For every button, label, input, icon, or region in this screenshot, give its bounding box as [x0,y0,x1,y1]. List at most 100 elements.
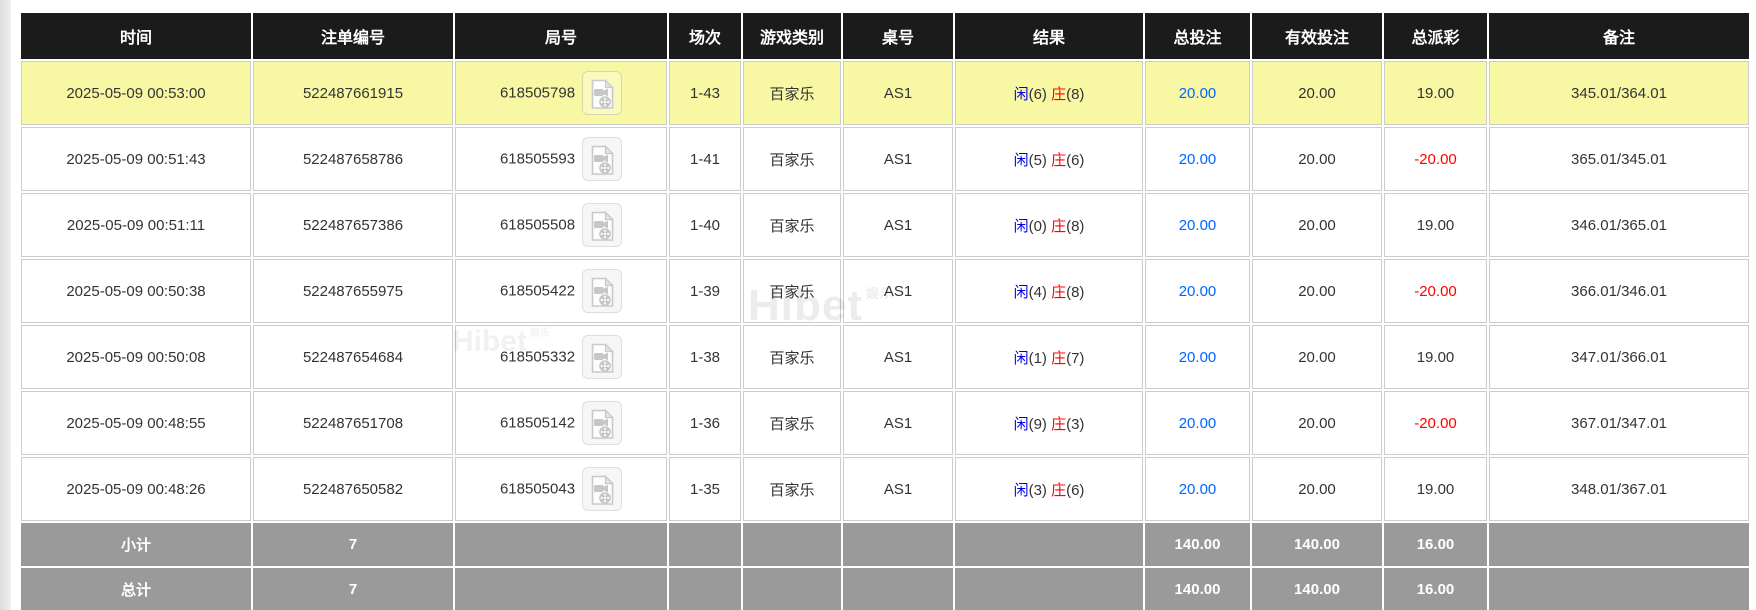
cell-round: 618505142 [455,391,667,455]
footer-payout: 16.00 [1384,568,1487,610]
cell-valid-bet: 20.00 [1252,61,1382,125]
cell-total-bet: 20.00 [1145,391,1250,455]
table-row: 2025-05-09 00:50:08 522487654684 618505332… [21,325,1749,389]
cell-game-type: 百家乐 [743,259,841,323]
footer-empty [955,523,1143,566]
cell-bet-id: 522487654684 [253,325,453,389]
cell-payout: -20.00 [1384,259,1487,323]
video-file-icon [591,474,614,505]
video-replay-button[interactable] [582,335,623,379]
cell-table-no: AS1 [843,127,953,191]
footer-empty [669,568,741,610]
cell-game-type: 百家乐 [743,193,841,257]
total-bet-link[interactable]: 20.00 [1178,348,1217,366]
cell-result: 闲(6) 庄(8) [955,61,1143,125]
cell-payout: -20.00 [1384,127,1487,191]
cell-time: 2025-05-09 00:48:26 [21,457,251,521]
cell-result: 闲(4) 庄(8) [955,259,1143,323]
cell-remark: 365.01/345.01 [1489,127,1749,191]
footer-label: 小计 [21,523,251,566]
result-player-label: 闲 [1013,481,1029,499]
cell-remark: 347.01/366.01 [1489,325,1749,389]
total-bet-link[interactable]: 20.00 [1178,150,1217,168]
cell-remark: 366.01/346.01 [1489,259,1749,323]
total-bet-link[interactable]: 20.00 [1178,480,1217,498]
result-banker-label: 庄 [1051,481,1067,499]
total-bet-link[interactable]: 20.00 [1178,282,1217,300]
cell-payout: 19.00 [1384,325,1487,389]
cell-game-type: 百家乐 [743,127,841,191]
video-replay-button[interactable] [582,269,623,313]
table-row: 2025-05-09 00:48:26 522487650582 618505043… [21,457,1749,521]
video-file-icon [591,408,614,439]
table-header-row: 时间 注单编号 局号 场次 游戏类别 桌号 结果 总投注 有效投注 总派彩 备注 [21,13,1749,59]
round-number: 618505332 [499,348,576,366]
result-player-label: 闲 [1013,217,1029,235]
video-replay-button[interactable] [582,137,623,181]
grand-total-row: 总计 7 140.00 140.00 16.00 [21,568,1749,610]
video-file-icon [591,144,614,175]
round-number: 618505508 [499,216,576,234]
cell-total-bet: 20.00 [1145,457,1250,521]
column-header-payout: 总派彩 [1384,13,1487,59]
cell-valid-bet: 20.00 [1252,325,1382,389]
result-player-label: 闲 [1013,85,1029,103]
cell-total-bet: 20.00 [1145,325,1250,389]
cell-bet-id: 522487657386 [253,193,453,257]
footer-empty [955,568,1143,610]
cell-round: 618505332 [455,325,667,389]
result-player-label: 闲 [1013,349,1029,367]
column-header-bet-id: 注单编号 [253,13,453,59]
video-file-icon [591,210,614,241]
cell-result: 闲(1) 庄(7) [955,325,1143,389]
video-file-icon [591,78,614,109]
cell-result: 闲(3) 庄(6) [955,457,1143,521]
column-header-table-no: 桌号 [843,13,953,59]
column-header-total-bet: 总投注 [1145,13,1250,59]
cell-session: 1-38 [669,325,741,389]
round-number: 618505142 [499,414,576,432]
round-number: 618505043 [499,480,576,498]
total-bet-link[interactable]: 20.00 [1178,84,1217,102]
round-number: 618505798 [499,84,576,102]
cell-round: 618505798 [455,61,667,125]
total-bet-link[interactable]: 20.00 [1178,216,1217,234]
video-replay-button[interactable] [582,71,623,115]
footer-valid-bet: 140.00 [1252,523,1382,566]
cell-table-no: AS1 [843,193,953,257]
cell-payout: -20.00 [1384,391,1487,455]
cell-session: 1-35 [669,457,741,521]
total-bet-link[interactable]: 20.00 [1178,414,1217,432]
bet-records-table: 时间 注单编号 局号 场次 游戏类别 桌号 结果 总投注 有效投注 总派彩 备注… [19,11,1751,610]
cell-session: 1-39 [669,259,741,323]
video-replay-button[interactable] [582,203,623,247]
result-player-label: 闲 [1013,283,1029,301]
cell-remark: 346.01/365.01 [1489,193,1749,257]
column-header-remark: 备注 [1489,13,1749,59]
cell-payout: 19.00 [1384,457,1487,521]
footer-count: 7 [253,568,453,610]
column-header-round: 局号 [455,13,667,59]
cell-remark: 345.01/364.01 [1489,61,1749,125]
footer-empty [743,568,841,610]
footer-total-bet: 140.00 [1145,568,1250,610]
table-row: 2025-05-09 00:51:43 522487658786 618505593… [21,127,1749,191]
video-replay-button[interactable] [582,467,623,511]
cell-round: 618505508 [455,193,667,257]
cell-bet-id: 522487661915 [253,61,453,125]
cell-game-type: 百家乐 [743,391,841,455]
cell-table-no: AS1 [843,457,953,521]
footer-valid-bet: 140.00 [1252,568,1382,610]
cell-time: 2025-05-09 00:51:11 [21,193,251,257]
footer-empty [455,568,667,610]
column-header-session: 场次 [669,13,741,59]
footer-empty [1489,568,1749,610]
cell-valid-bet: 20.00 [1252,391,1382,455]
video-replay-button[interactable] [582,401,623,445]
video-file-icon [591,276,614,307]
result-banker-label: 庄 [1051,283,1067,301]
result-banker-label: 庄 [1051,151,1067,169]
cell-game-type: 百家乐 [743,457,841,521]
cell-time: 2025-05-09 00:50:08 [21,325,251,389]
cell-game-type: 百家乐 [743,325,841,389]
